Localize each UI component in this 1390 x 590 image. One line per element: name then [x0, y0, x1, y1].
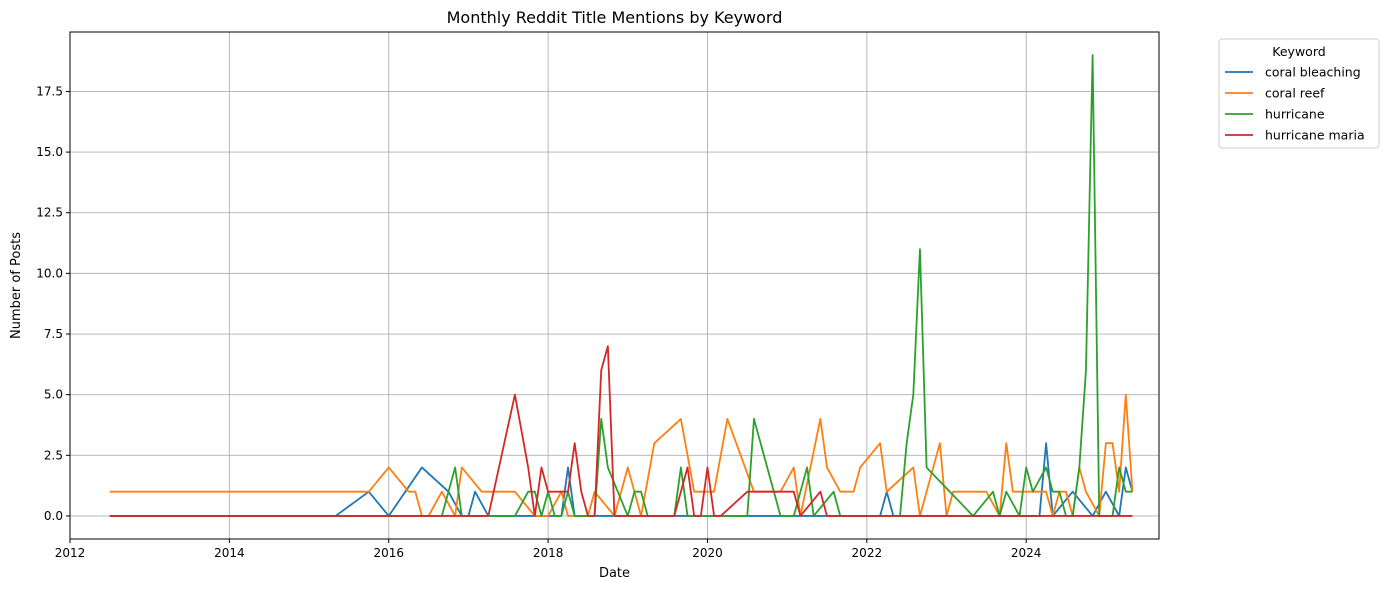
y-tick-label: 5.0: [44, 388, 63, 402]
y-axis-title: Number of Posts: [9, 232, 24, 339]
y-tick-label: 2.5: [44, 448, 63, 462]
y-tick-label: 12.5: [36, 206, 63, 220]
legend-title: Keyword: [1272, 44, 1325, 59]
data-series: [109, 54, 1134, 517]
series-line-hurricane-maria: [109, 345, 1133, 517]
y-tick-label: 10.0: [36, 266, 63, 280]
axis-ticks: 2012 2014 2016 2018 2020 2022 2024 0.0 2.5 5.0 7.5…: [36, 84, 1041, 560]
x-tick-label: 2018: [533, 546, 564, 560]
x-tick-label: 2024: [1011, 546, 1042, 560]
y-tick-label: 0.0: [44, 509, 63, 523]
x-tick-label: 2020: [692, 546, 723, 560]
legend-box: [1218, 38, 1380, 149]
chart-title: Monthly Reddit Title Mentions by Keyword: [447, 8, 783, 27]
legend-label: coral bleaching: [1265, 65, 1361, 80]
x-tick-label: 2014: [214, 546, 245, 560]
y-tick-label: 15.0: [36, 145, 63, 159]
series-line-hurricane: [109, 54, 1133, 517]
x-axis-title: Date: [599, 566, 630, 581]
legend: Keyword coral bleaching coral reef hurrica…: [1218, 38, 1380, 149]
legend-label: hurricane maria: [1265, 128, 1365, 143]
x-tick-label: 2016: [373, 546, 404, 560]
grid-lines: [69, 32, 1159, 539]
y-tick-label: 17.5: [36, 84, 63, 98]
legend-entries: coral bleaching coral reef hurricane hurric…: [1225, 65, 1365, 143]
x-tick-label: 2012: [55, 546, 86, 560]
legend-label: hurricane: [1265, 107, 1325, 122]
series-line-coral-reef: [109, 393, 1134, 517]
legend-label: coral reef: [1265, 86, 1325, 101]
plot-area-frame: [69, 31, 1160, 540]
x-tick-label: 2022: [852, 546, 883, 560]
y-tick-label: 7.5: [44, 327, 63, 341]
